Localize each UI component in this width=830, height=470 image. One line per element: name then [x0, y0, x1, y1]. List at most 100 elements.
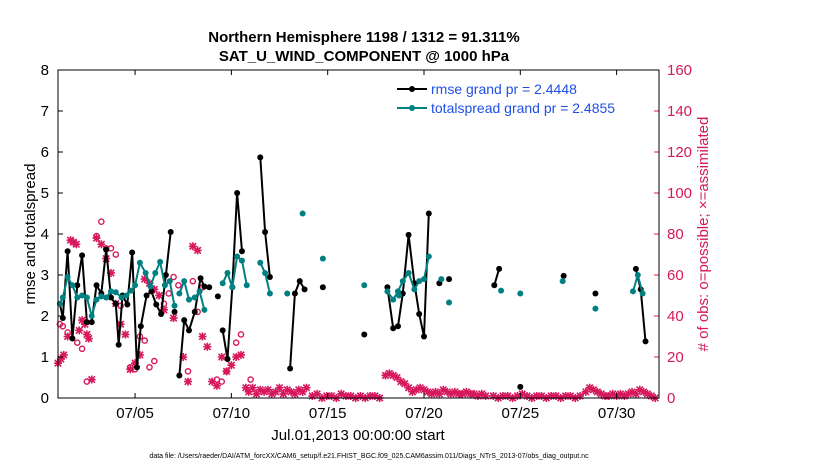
obs-possible-marker	[141, 337, 148, 344]
rmse-point	[394, 323, 401, 330]
obs-possible-marker	[73, 339, 81, 346]
obs-possible-marker	[175, 281, 182, 289]
rmse-point	[79, 252, 86, 259]
spread-point	[181, 278, 188, 285]
chart-subtitle: SAT_U_WIND_COMPONENT @ 1000 hPa	[219, 48, 510, 65]
y-tick-label: 2	[41, 308, 49, 325]
obs-assimilated-marker	[620, 391, 629, 400]
obs-assimilated-marker	[481, 391, 490, 400]
spread-point	[299, 210, 306, 217]
x-tick-label: 07/20	[405, 405, 443, 422]
rmse-point	[185, 327, 192, 334]
obs-assimilated-marker	[287, 387, 296, 396]
spread-point	[405, 269, 412, 276]
obs-assimilated-marker	[435, 389, 444, 398]
obs-assimilated-marker	[419, 385, 428, 394]
data-layer	[54, 154, 660, 402]
rmse-point	[238, 248, 245, 255]
rmse-point	[262, 228, 269, 235]
spread-point	[634, 272, 641, 278]
spread-point	[112, 289, 119, 296]
obs-assimilated-marker	[135, 350, 144, 359]
rmse-point	[287, 365, 294, 372]
rmse-point	[592, 290, 599, 297]
obs-possible-marker	[112, 251, 120, 258]
x-tick-label: 07/10	[213, 405, 251, 422]
obs-assimilated-marker	[244, 387, 253, 396]
y-right-tick-label: 140	[667, 103, 692, 120]
spread-point	[266, 290, 273, 297]
obs-assimilated-marker	[439, 385, 448, 394]
obs-assimilated-marker	[271, 387, 280, 396]
rmse-point	[642, 338, 649, 345]
rmse-point	[103, 246, 110, 253]
obs-assimilated-marker	[423, 387, 432, 396]
obs-assimilated-marker	[294, 385, 303, 394]
spread-point	[238, 257, 245, 264]
obs-assimilated-marker	[97, 240, 106, 249]
y-right-tick-label: 60	[667, 267, 684, 284]
rmse-point	[171, 308, 178, 315]
spread-point	[629, 288, 636, 295]
obs-assimilated-marker	[647, 391, 656, 400]
rmse-point	[64, 248, 71, 255]
obs-assimilated-marker	[551, 391, 560, 400]
obs-possible-marker	[247, 376, 254, 383]
spread-point	[147, 283, 154, 290]
obs-assimilated-marker	[427, 389, 436, 398]
obs-assimilated-marker	[581, 387, 590, 396]
obs-assimilated-marker	[513, 391, 522, 400]
plot-frame	[57, 69, 660, 399]
spread-point	[176, 290, 183, 297]
y-tick-label: 6	[41, 144, 49, 161]
obs-assimilated-marker	[446, 389, 455, 398]
obs-assimilated-marker	[236, 350, 245, 359]
obs-possible-marker	[184, 368, 192, 375]
obs-assimilated-marker	[470, 389, 479, 398]
y-axis-right-label: # of obs: o=possible; ×=assimilated	[695, 117, 712, 352]
spread-point	[136, 259, 143, 266]
y-right-tick-label: 100	[667, 185, 692, 202]
obs-assimilated-marker	[489, 391, 498, 400]
rmse-point	[319, 284, 326, 291]
obs-assimilated-marker	[298, 387, 307, 396]
obs-assimilated-marker	[313, 389, 322, 398]
rmse-point	[206, 284, 213, 291]
rmse-point	[560, 272, 567, 279]
rmse-point	[137, 323, 144, 330]
rmse-point	[416, 310, 423, 317]
obs-assimilated-marker	[589, 385, 598, 394]
obs-assimilated-marker	[604, 391, 613, 400]
obs-assimilated-marker	[179, 353, 188, 361]
chart-title: Northern Hemisphere 1198 / 1312 = 91.311…	[208, 29, 519, 46]
y-tick-label: 7	[41, 103, 49, 120]
rmse-line	[289, 280, 306, 369]
obs-assimilated-marker	[290, 389, 299, 398]
rmse-point	[201, 283, 208, 290]
rmse-point	[162, 272, 169, 278]
obs-assimilated-marker	[248, 383, 257, 392]
obs-assimilated-marker	[404, 383, 413, 392]
spread-point	[262, 269, 269, 276]
rmse-point	[384, 284, 391, 291]
obs-assimilated-marker	[121, 330, 130, 339]
spread-point	[157, 258, 164, 265]
rmse-point	[176, 372, 183, 379]
obs-assimilated-marker	[532, 391, 541, 400]
spread-point	[390, 296, 397, 303]
obs-assimilated-marker	[631, 389, 640, 398]
spread-point	[83, 294, 90, 301]
plot-area	[58, 70, 659, 398]
rmse-point	[390, 325, 397, 332]
rmse-point	[301, 286, 308, 293]
spread-point	[639, 290, 646, 297]
rmse-point	[129, 249, 136, 256]
spread-point	[79, 292, 86, 299]
y-right-tick-label: 80	[667, 226, 684, 243]
obs-assimilated-marker	[275, 383, 284, 392]
spread-point	[166, 278, 173, 285]
obs-assimilated-marker	[212, 381, 221, 390]
obs-assimilated-marker	[267, 389, 276, 398]
obs-assimilated-marker	[188, 242, 197, 251]
obs-assimilated-marker	[473, 391, 482, 400]
